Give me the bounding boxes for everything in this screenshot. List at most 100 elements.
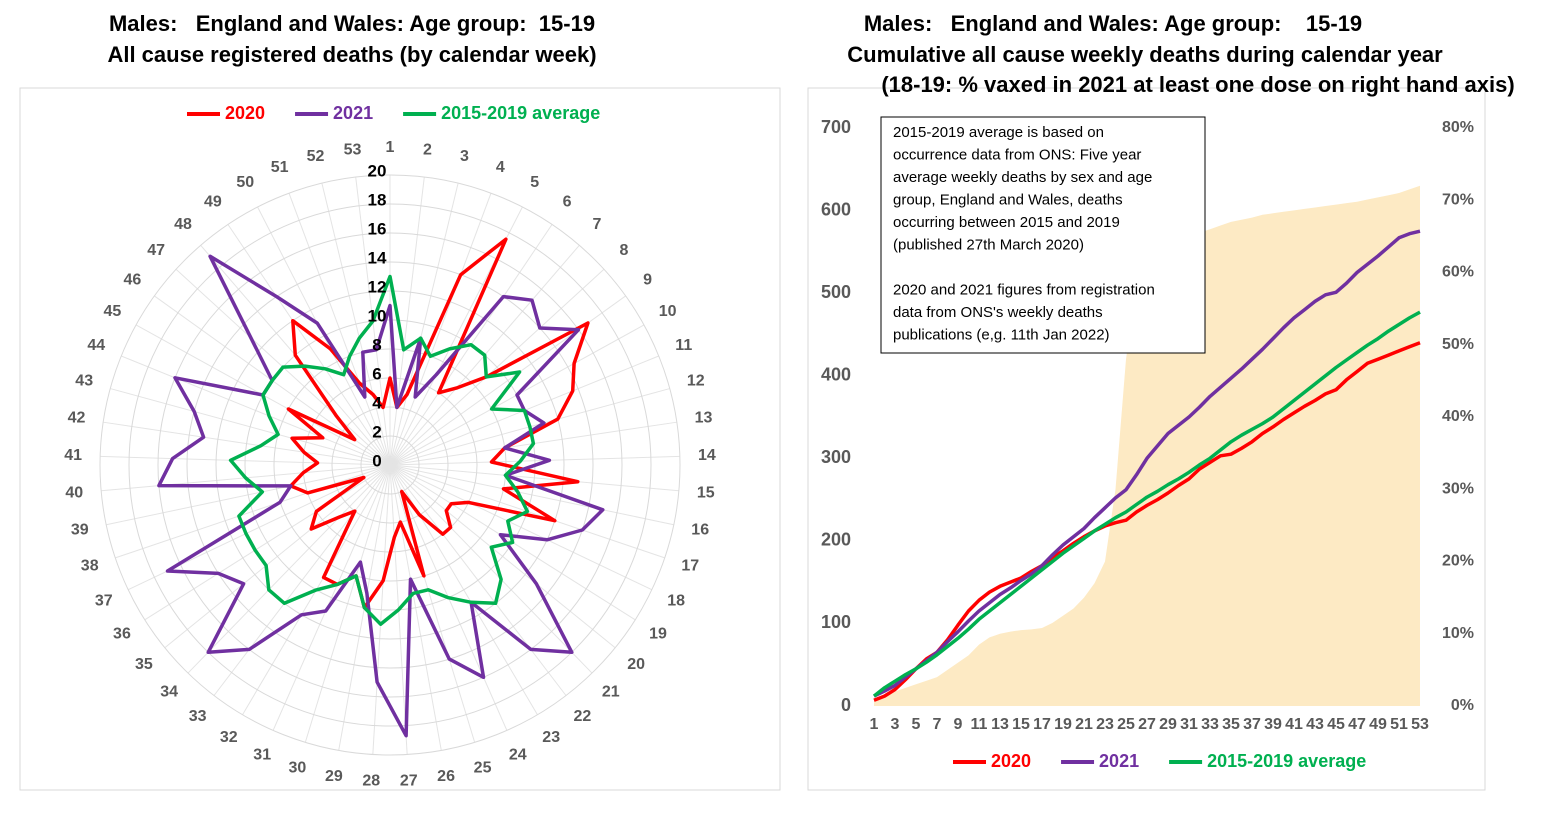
category-label: 44 <box>87 337 105 354</box>
x-tick-label: 49 <box>1369 716 1387 733</box>
category-label: 29 <box>325 768 343 785</box>
note-text: 2015-2019 average is based on <box>893 124 1104 141</box>
category-label: 1 <box>386 139 395 156</box>
category-label: 47 <box>147 242 165 259</box>
x-tick-label: 11 <box>971 716 988 733</box>
r-tick-label: 18 <box>368 190 387 209</box>
y-tick-label: 0 <box>841 695 851 715</box>
category-label: 19 <box>649 625 667 642</box>
category-label: 24 <box>509 746 527 763</box>
category-label: 30 <box>289 759 307 776</box>
x-tick-label: 43 <box>1306 716 1324 733</box>
category-label: 37 <box>95 593 113 610</box>
category-label: 7 <box>592 216 601 233</box>
category-label: 8 <box>619 242 628 259</box>
category-label: 10 <box>659 303 677 320</box>
category-label: 16 <box>691 522 709 539</box>
x-tick-label: 21 <box>1075 716 1093 733</box>
category-label: 15 <box>697 484 715 501</box>
category-label: 35 <box>135 656 153 673</box>
grid-circle <box>157 232 623 698</box>
y-tick-label: 400 <box>821 364 851 384</box>
legend-label: 2015-2019 average <box>1207 751 1366 771</box>
chart-title: All cause registered deaths (by calendar… <box>107 42 596 67</box>
category-label: 45 <box>103 303 121 320</box>
x-tick-label: 53 <box>1411 716 1429 733</box>
x-tick-label: 47 <box>1348 716 1366 733</box>
r-tick-label: 4 <box>372 393 382 412</box>
series-line <box>873 341 1421 702</box>
series-line <box>286 237 590 610</box>
x-tick-label: 5 <box>912 716 921 733</box>
grid-circle <box>360 435 420 495</box>
legend-label: 2021 <box>1099 751 1139 771</box>
x-tick-label: 23 <box>1096 716 1114 733</box>
y2-tick-label: 50% <box>1442 336 1474 353</box>
category-label: 38 <box>81 558 99 575</box>
area <box>874 185 1420 707</box>
note-text: occurrence data from ONS: Five year <box>893 146 1141 163</box>
y-tick-label: 100 <box>821 612 851 632</box>
x-tick-label: 33 <box>1201 716 1219 733</box>
category-label: 23 <box>542 729 560 746</box>
y-tick-label: 200 <box>821 530 851 550</box>
category-label: 36 <box>113 625 131 642</box>
category-label: 51 <box>271 159 289 176</box>
r-tick-label: 14 <box>368 248 387 267</box>
x-tick-label: 31 <box>1180 716 1198 733</box>
x-tick-label: 25 <box>1117 716 1135 733</box>
category-label: 18 <box>667 593 685 610</box>
category-label: 11 <box>675 337 692 354</box>
grid-circle <box>331 406 449 524</box>
category-label: 42 <box>68 409 86 426</box>
note-text: group, England and Wales, deaths <box>893 191 1123 208</box>
category-label: 26 <box>437 768 455 785</box>
category-label: 43 <box>75 373 93 390</box>
r-tick-label: 2 <box>372 422 381 441</box>
x-tick-label: 15 <box>1012 716 1030 733</box>
grid-circle <box>128 203 652 727</box>
r-tick-label: 0 <box>372 451 381 470</box>
x-tick-label: 19 <box>1054 716 1072 733</box>
category-label: 50 <box>236 174 254 191</box>
x-tick-label: 1 <box>870 716 879 733</box>
category-label: 53 <box>344 141 362 158</box>
x-tick-label: 7 <box>933 716 942 733</box>
y-tick-label: 700 <box>821 117 851 137</box>
category-label: 3 <box>460 148 469 165</box>
y-tick-label: 600 <box>821 199 851 219</box>
category-label: 48 <box>174 216 192 233</box>
x-tick-label: 35 <box>1222 716 1240 733</box>
r-tick-label: 6 <box>372 364 381 383</box>
grid-circle <box>215 290 565 640</box>
series-line <box>228 274 536 626</box>
x-tick-label: 13 <box>991 716 1009 733</box>
chart-title: (18-19: % vaxed in 2021 at least one dos… <box>881 72 1514 97</box>
r-tick-label: 8 <box>372 335 381 354</box>
note-box <box>880 116 1206 354</box>
y-tick-label: 300 <box>821 447 851 467</box>
note-text: publications (e,g. 11th Jan 2022) <box>893 326 1110 343</box>
category-label: 6 <box>563 193 572 210</box>
chart-title: Males: England and Wales: Age group: 15-… <box>864 11 1362 36</box>
category-label: 14 <box>698 447 716 464</box>
note-text: data from ONS's weekly deaths <box>893 304 1103 321</box>
category-label: 13 <box>695 409 713 426</box>
series-line <box>872 310 1421 698</box>
y2-tick-label: 60% <box>1442 264 1474 281</box>
category-label: 31 <box>253 746 271 763</box>
plot-border <box>807 87 1486 791</box>
category-label: 34 <box>160 684 178 701</box>
category-label: 9 <box>643 271 652 288</box>
category-label: 32 <box>220 729 238 746</box>
category-label: 46 <box>124 271 142 288</box>
x-tick-label: 29 <box>1159 716 1177 733</box>
x-tick-label: 3 <box>891 716 900 733</box>
category-label: 25 <box>474 759 492 776</box>
plot-border <box>19 87 781 791</box>
category-label: 17 <box>681 558 699 575</box>
x-tick-label: 51 <box>1390 716 1408 733</box>
category-label: 52 <box>307 148 325 165</box>
category-label: 41 <box>64 447 82 464</box>
series-line <box>873 229 1421 698</box>
